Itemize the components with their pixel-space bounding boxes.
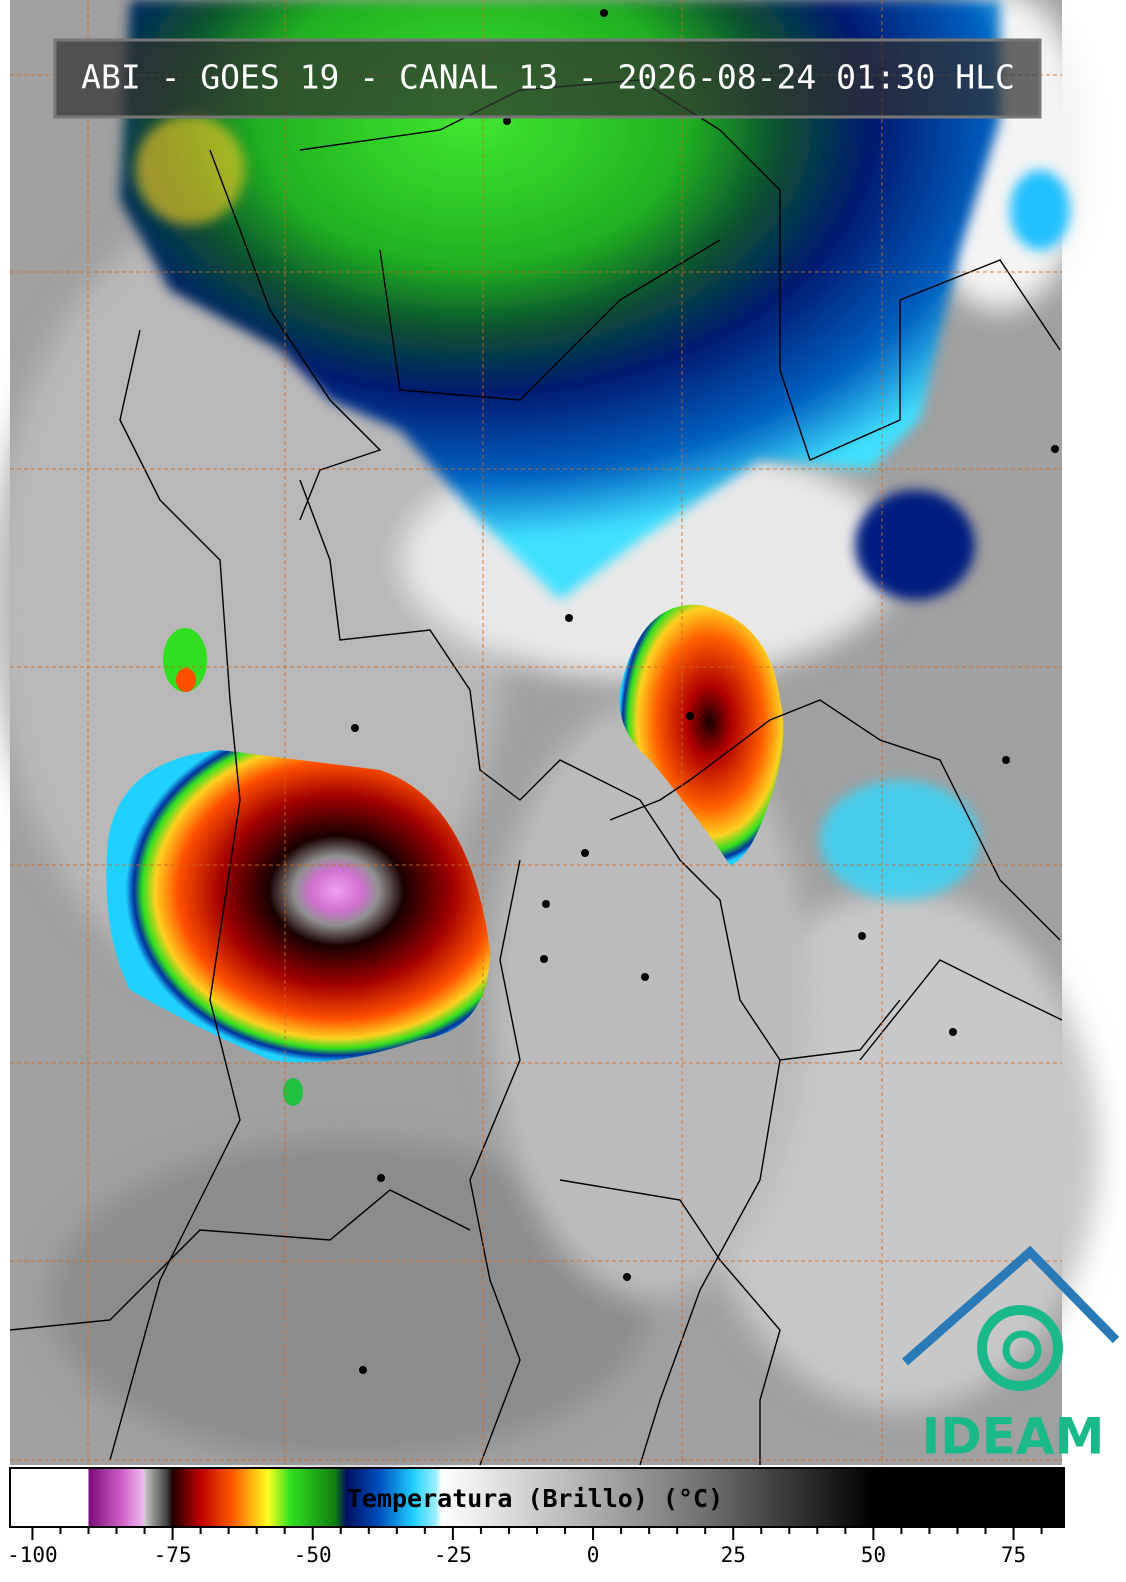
colorbar-fill [9,1467,1065,1528]
colorbar: Temperatura (Brillo) (°C) -100 -75 -50 -25 0 2… [7,1467,1065,1567]
satellite-image [0,0,1100,1465]
cities [351,9,1059,1374]
tick-label: -75 [154,1543,192,1567]
tick-label: -25 [434,1543,472,1567]
tick-label: 50 [861,1543,886,1567]
grid [10,0,1062,1465]
title-box: ABI - GOES 19 - CANAL 13 - 2026-08-24 01… [53,38,1042,119]
title: ABI - GOES 19 - CANAL 13 - 2026-08-24 01… [81,58,1015,97]
tick-label: 25 [721,1543,746,1567]
tick-label: 75 [1001,1543,1026,1567]
tick-label: 0 [587,1543,600,1567]
borders [9,79,1063,1466]
logo-text: IDEAM [922,1408,1105,1466]
tick-label: -100 [7,1543,58,1567]
colorbar-label: Temperatura (Brillo) (°C) [347,1484,723,1513]
tick-label: -50 [294,1543,332,1567]
logo: IDEAM [902,1245,1120,1466]
